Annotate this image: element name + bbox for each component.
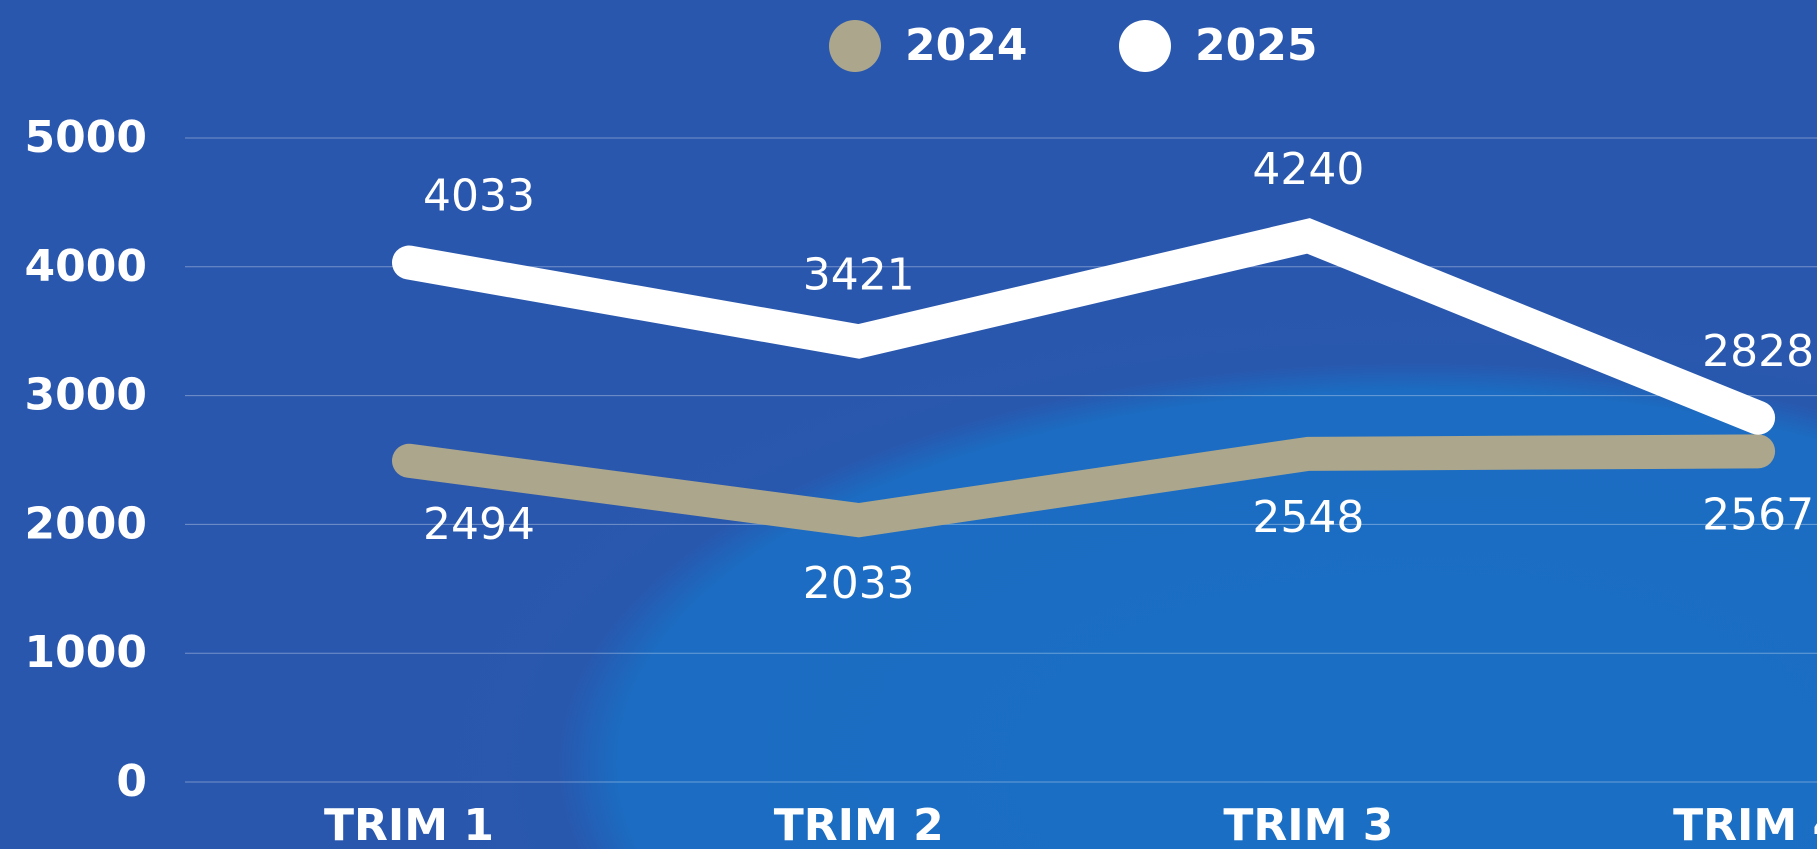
data-label: 2494 [423,499,535,550]
legend-swatch [1119,20,1171,72]
y-tick-label: 5000 [25,112,147,163]
x-tick-label: TRIM 4 [1673,800,1817,849]
data-label: 2033 [803,558,915,609]
y-tick-label: 0 [116,756,147,807]
data-label: 4240 [1252,144,1364,195]
data-label: 3421 [803,249,915,300]
data-label: 2548 [1252,492,1364,543]
y-tick-label: 3000 [25,370,147,421]
y-tick-label: 1000 [25,627,147,678]
legend-label: 2024 [905,20,1027,71]
legend-swatch [829,20,881,72]
x-tick-label: TRIM 3 [1223,800,1393,849]
series-line [392,218,1776,435]
legend-label: 2025 [1195,20,1317,71]
plot [392,218,1776,538]
data-label: 2567 [1702,489,1814,540]
x-tick-label: TRIM 1 [324,800,494,849]
data-label: 2828 [1702,326,1814,377]
y-tick-label: 2000 [25,498,147,549]
x-tick-label: TRIM 2 [774,800,944,849]
data-label: 4033 [423,171,535,222]
series-line [392,434,1776,538]
y-tick-label: 4000 [25,241,147,292]
